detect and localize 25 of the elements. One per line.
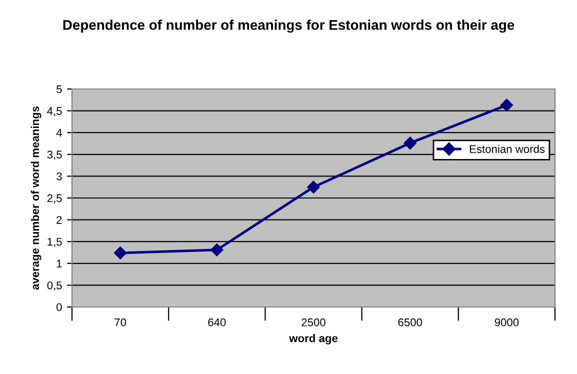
x-tick-label: 9000 bbox=[494, 318, 519, 326]
y-axis-title: average number of word meanings bbox=[30, 106, 42, 290]
y-tick-label: 2,5 bbox=[47, 194, 62, 204]
chart-title: Dependence of number of meanings for Estonian words on their age bbox=[63, 20, 514, 33]
y-tick-label: 5 bbox=[56, 85, 62, 94]
point bbox=[307, 180, 320, 194]
x-tick-label: 70 bbox=[114, 318, 126, 326]
legend-label: Estonian words bbox=[470, 144, 545, 154]
y-tick-label: 4,5 bbox=[47, 107, 62, 116]
y-tick-label: 1,5 bbox=[48, 238, 62, 248]
point bbox=[500, 98, 514, 112]
y-tick-label: 0,5 bbox=[47, 281, 62, 291]
point bbox=[404, 136, 417, 150]
y-tick-label: 0 bbox=[56, 303, 62, 312]
x-tick-label: 6500 bbox=[398, 318, 422, 326]
x-tick-label: 640 bbox=[208, 318, 226, 326]
point bbox=[210, 243, 224, 256]
y-tick-label: 2 bbox=[56, 216, 62, 224]
x-tick-label: 2500 bbox=[302, 318, 326, 326]
y-tick-label: 3,5 bbox=[47, 150, 62, 160]
x-axis-title: word age bbox=[289, 334, 338, 344]
y-tick-label: 3 bbox=[56, 172, 62, 180]
y-tick-label: 1 bbox=[56, 260, 62, 268]
y-tick-label: 4 bbox=[56, 128, 62, 137]
point bbox=[114, 246, 127, 260]
